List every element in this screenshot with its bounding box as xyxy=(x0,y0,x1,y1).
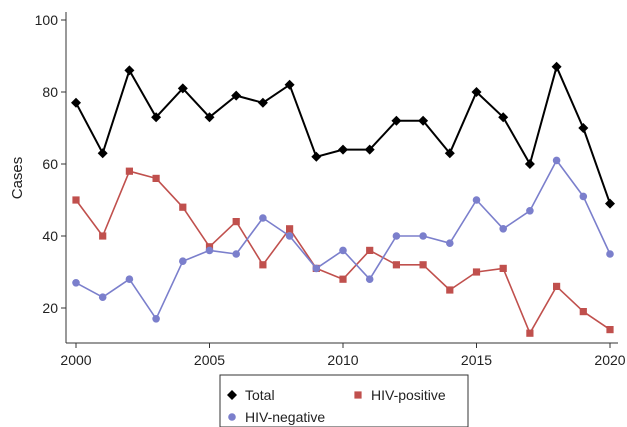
axes: 20 40 60 80 100 2000 2005 2010 2015 2020 Cases xyxy=(9,12,626,368)
data-point xyxy=(472,268,481,276)
data-point xyxy=(553,282,561,290)
y-tick-label: 100 xyxy=(35,12,59,28)
data-point xyxy=(579,192,588,201)
data-point xyxy=(151,112,162,123)
data-point xyxy=(125,275,134,284)
data-point xyxy=(446,239,454,247)
data-point xyxy=(499,264,507,272)
data-point xyxy=(259,214,267,222)
data-point xyxy=(526,329,534,337)
x-tick-label: 2000 xyxy=(60,352,91,368)
data-point xyxy=(364,144,375,155)
series-hiv-positive xyxy=(72,167,614,337)
data-point xyxy=(606,326,614,334)
series-total xyxy=(71,61,615,209)
x-tick-label: 2020 xyxy=(594,352,625,368)
series-layer xyxy=(71,61,615,337)
data-point xyxy=(605,198,615,209)
legend-marker xyxy=(227,390,237,400)
data-point xyxy=(231,90,242,101)
data-point xyxy=(579,308,587,316)
legend-label: HIV-positive xyxy=(371,387,446,403)
data-point xyxy=(526,207,534,215)
y-axis-title: Cases xyxy=(9,157,26,200)
legend-marker xyxy=(354,391,362,399)
legend-marker xyxy=(228,413,236,421)
data-point xyxy=(312,264,321,273)
data-point xyxy=(578,123,589,133)
data-point xyxy=(179,203,187,211)
y-tick-label: 60 xyxy=(42,156,58,172)
data-point xyxy=(418,115,429,126)
data-point xyxy=(285,232,294,240)
series-line xyxy=(75,65,611,204)
y-tick-label: 20 xyxy=(42,300,58,316)
data-point xyxy=(606,250,614,258)
data-point xyxy=(444,148,455,159)
data-point xyxy=(152,315,160,323)
data-point xyxy=(124,65,135,76)
data-point xyxy=(177,83,188,94)
data-point xyxy=(392,261,400,269)
data-point xyxy=(339,275,347,283)
data-point xyxy=(339,246,347,255)
data-point xyxy=(498,112,509,123)
x-tick-label: 2005 xyxy=(194,352,225,368)
y-tick-label: 40 xyxy=(42,228,58,244)
data-point xyxy=(365,275,374,284)
data-point xyxy=(311,151,322,162)
data-point xyxy=(72,279,80,287)
data-point xyxy=(179,257,187,266)
legend: Total HIV-positive HIV-negative xyxy=(219,374,469,427)
legend-box xyxy=(219,374,469,427)
x-tick-label: 2010 xyxy=(327,352,358,368)
data-point xyxy=(419,261,427,269)
data-point xyxy=(471,87,482,97)
data-point xyxy=(338,144,348,155)
legend-label: HIV-negative xyxy=(245,409,325,425)
data-point xyxy=(499,225,508,233)
data-point xyxy=(71,97,81,108)
data-point xyxy=(99,232,107,240)
data-point xyxy=(392,232,401,240)
data-point xyxy=(391,115,402,126)
data-point xyxy=(259,261,267,269)
y-tick-label: 80 xyxy=(42,84,58,100)
data-point xyxy=(152,174,160,182)
data-point xyxy=(524,159,535,169)
data-point xyxy=(72,196,80,204)
data-point xyxy=(232,250,240,258)
data-point xyxy=(551,61,562,72)
data-point xyxy=(552,156,561,165)
x-tick-label: 2015 xyxy=(461,352,492,368)
data-point xyxy=(257,97,268,108)
data-point xyxy=(419,232,427,240)
data-point xyxy=(472,196,481,204)
data-point xyxy=(97,148,108,159)
data-point xyxy=(446,286,454,294)
data-point xyxy=(205,246,214,255)
data-point xyxy=(98,293,107,302)
data-point xyxy=(232,218,240,226)
legend-label: Total xyxy=(245,387,275,403)
series-hiv-negative xyxy=(72,156,614,323)
data-point xyxy=(204,112,215,123)
data-point xyxy=(366,246,374,254)
data-point xyxy=(286,225,294,233)
series-line xyxy=(75,159,611,320)
data-point xyxy=(125,167,133,175)
data-point xyxy=(284,79,295,90)
